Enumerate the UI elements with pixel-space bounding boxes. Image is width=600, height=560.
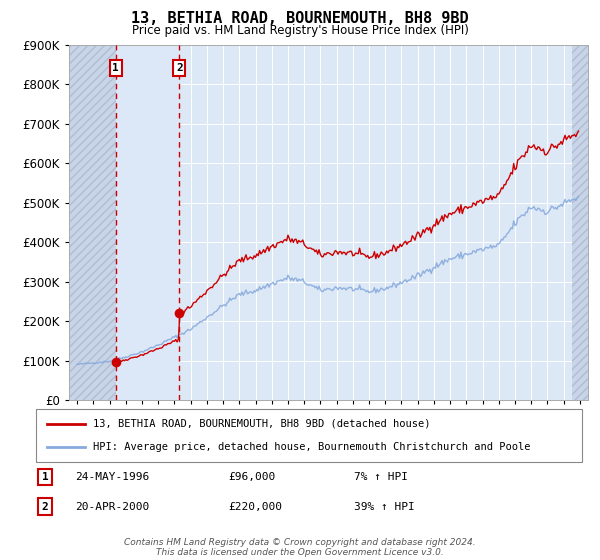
Bar xyxy=(69,45,116,400)
Text: 13, BETHIA ROAD, BOURNEMOUTH, BH8 9BD: 13, BETHIA ROAD, BOURNEMOUTH, BH8 9BD xyxy=(131,11,469,26)
Bar xyxy=(116,45,179,400)
Text: Contains HM Land Registry data © Crown copyright and database right 2024.
This d: Contains HM Land Registry data © Crown c… xyxy=(124,538,476,557)
Text: 1: 1 xyxy=(41,472,49,482)
Text: 39% ↑ HPI: 39% ↑ HPI xyxy=(354,502,415,512)
Text: 20-APR-2000: 20-APR-2000 xyxy=(75,502,149,512)
Bar xyxy=(572,45,588,400)
Text: 2: 2 xyxy=(176,63,182,73)
FancyBboxPatch shape xyxy=(36,409,582,462)
Text: Price paid vs. HM Land Registry's House Price Index (HPI): Price paid vs. HM Land Registry's House … xyxy=(131,24,469,36)
Text: 1: 1 xyxy=(112,63,119,73)
Text: 7% ↑ HPI: 7% ↑ HPI xyxy=(354,472,408,482)
Text: £96,000: £96,000 xyxy=(228,472,275,482)
Text: HPI: Average price, detached house, Bournemouth Christchurch and Poole: HPI: Average price, detached house, Bour… xyxy=(94,442,531,452)
Text: 24-MAY-1996: 24-MAY-1996 xyxy=(75,472,149,482)
Text: £220,000: £220,000 xyxy=(228,502,282,512)
Text: 13, BETHIA ROAD, BOURNEMOUTH, BH8 9BD (detached house): 13, BETHIA ROAD, BOURNEMOUTH, BH8 9BD (d… xyxy=(94,419,431,429)
Text: 2: 2 xyxy=(41,502,49,512)
